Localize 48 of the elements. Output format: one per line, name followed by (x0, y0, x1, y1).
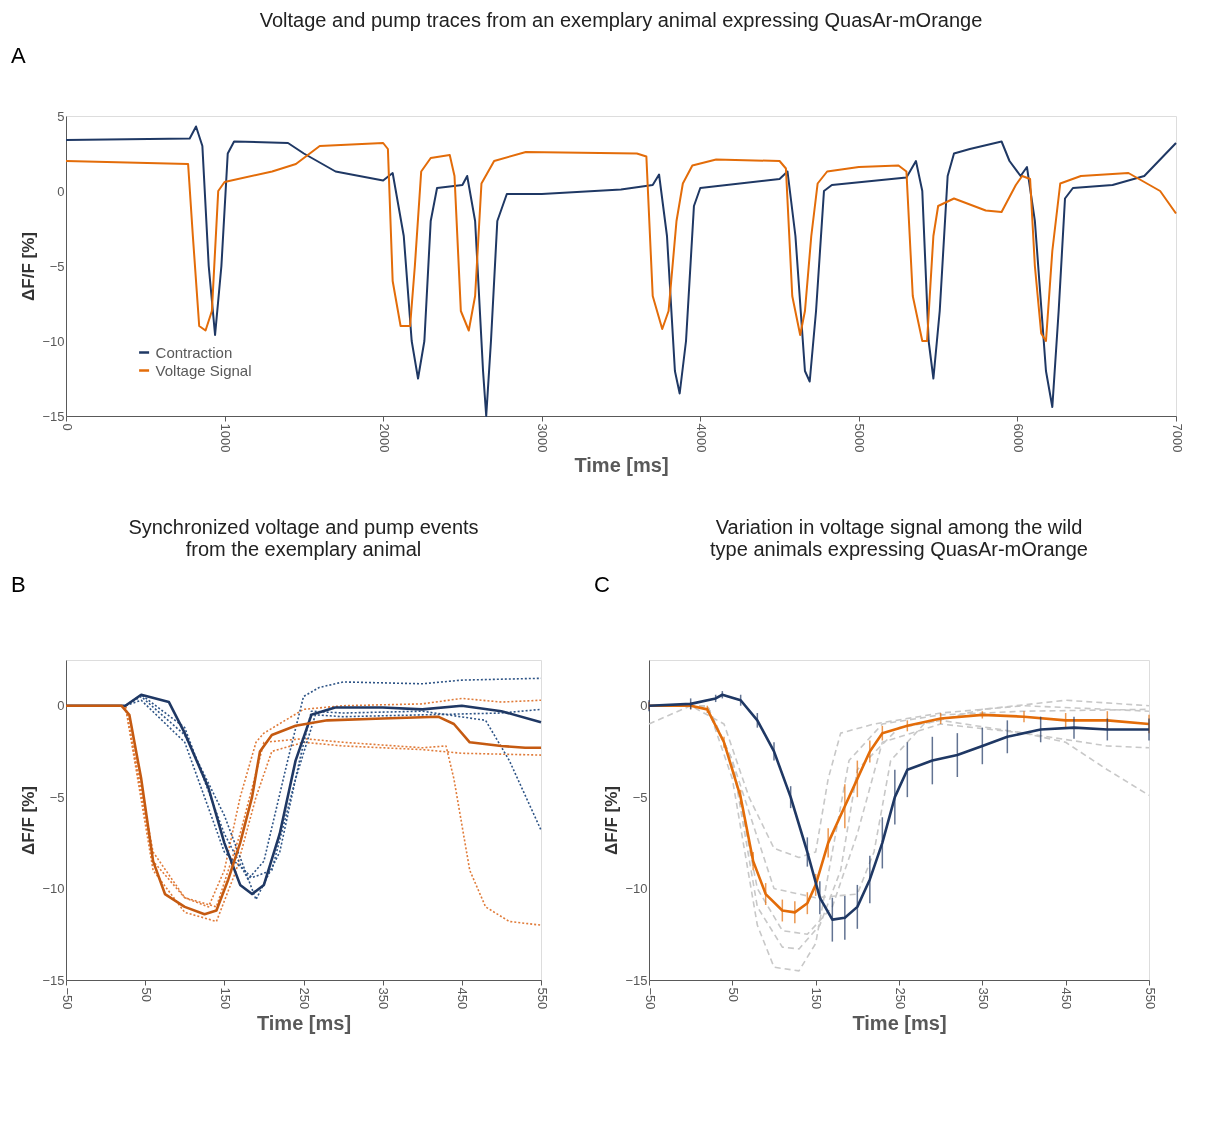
y-tick-label: −15 (625, 972, 648, 988)
x-tick-label: 350 (975, 987, 991, 1010)
x-tick-label: 2000 (376, 423, 392, 453)
y-tick-label: −5 (49, 789, 65, 805)
y-tick-label: −10 (42, 333, 65, 349)
x-tick-label: −50 (59, 987, 75, 1010)
x-tick-label: −50 (642, 987, 658, 1010)
text: C (594, 572, 610, 597)
chart-title: Synchronized voltage and pump events from the exemplary animal (128, 516, 479, 560)
x-tick-label: 350 (376, 987, 392, 1010)
y-tick-label: 5 (57, 108, 65, 124)
y-tick-label: −10 (42, 881, 65, 897)
y-tick-label: −15 (42, 972, 65, 988)
x-tick-label: 250 (892, 987, 908, 1010)
chart-title: Variation in voltage signal among the wild type animals expressing QuasAr-mOrange (710, 516, 1088, 560)
legend-label: Voltage Signal (155, 361, 252, 379)
y-tick-label: 0 (640, 698, 648, 714)
y-tick-label: −5 (632, 789, 648, 805)
x-tick-label: 50 (725, 987, 741, 1002)
x-tick-label: 150 (217, 987, 233, 1010)
y-tick-label: −5 (49, 258, 65, 274)
x-axis-title: Time [ms] (574, 454, 669, 477)
x-tick-label: 250 (297, 987, 312, 1010)
x-axis-title: Time [ms] (852, 1011, 947, 1034)
x-tick-label: 7000 (1169, 423, 1185, 453)
x-tick-label: 450 (1059, 987, 1075, 1010)
x-tick-label: 550 (534, 987, 550, 1010)
x-tick-label: 5000 (852, 423, 868, 453)
x-tick-label: 3000 (535, 423, 551, 453)
x-tick-label: 50 (138, 987, 154, 1002)
y-axis-title: ΔF/F [%] (602, 786, 622, 855)
y-axis-title: ΔF/F [%] (19, 232, 39, 301)
x-tick-label: 6000 (1010, 423, 1026, 453)
y-axis-title: ΔF/F [%] (19, 786, 39, 855)
y-tick-label: 0 (57, 698, 65, 714)
text: A (11, 43, 26, 68)
y-tick-label: 0 (57, 183, 65, 199)
text: B (11, 572, 26, 597)
y-tick-label: −10 (625, 881, 648, 897)
x-tick-label: 150 (809, 987, 825, 1010)
legend-label: Contraction (155, 343, 233, 361)
x-axis-title: Time [ms] (256, 1011, 352, 1034)
chart-title: Voltage and pump traces from an exemplary animal expressing QuasAr-mOrange (259, 9, 983, 31)
x-tick-label: 450 (455, 987, 471, 1010)
x-tick-label: 550 (1142, 987, 1158, 1010)
x-tick-label: 4000 (693, 423, 709, 453)
y-tick-label: −15 (42, 408, 65, 424)
x-tick-label: 1000 (218, 423, 234, 453)
